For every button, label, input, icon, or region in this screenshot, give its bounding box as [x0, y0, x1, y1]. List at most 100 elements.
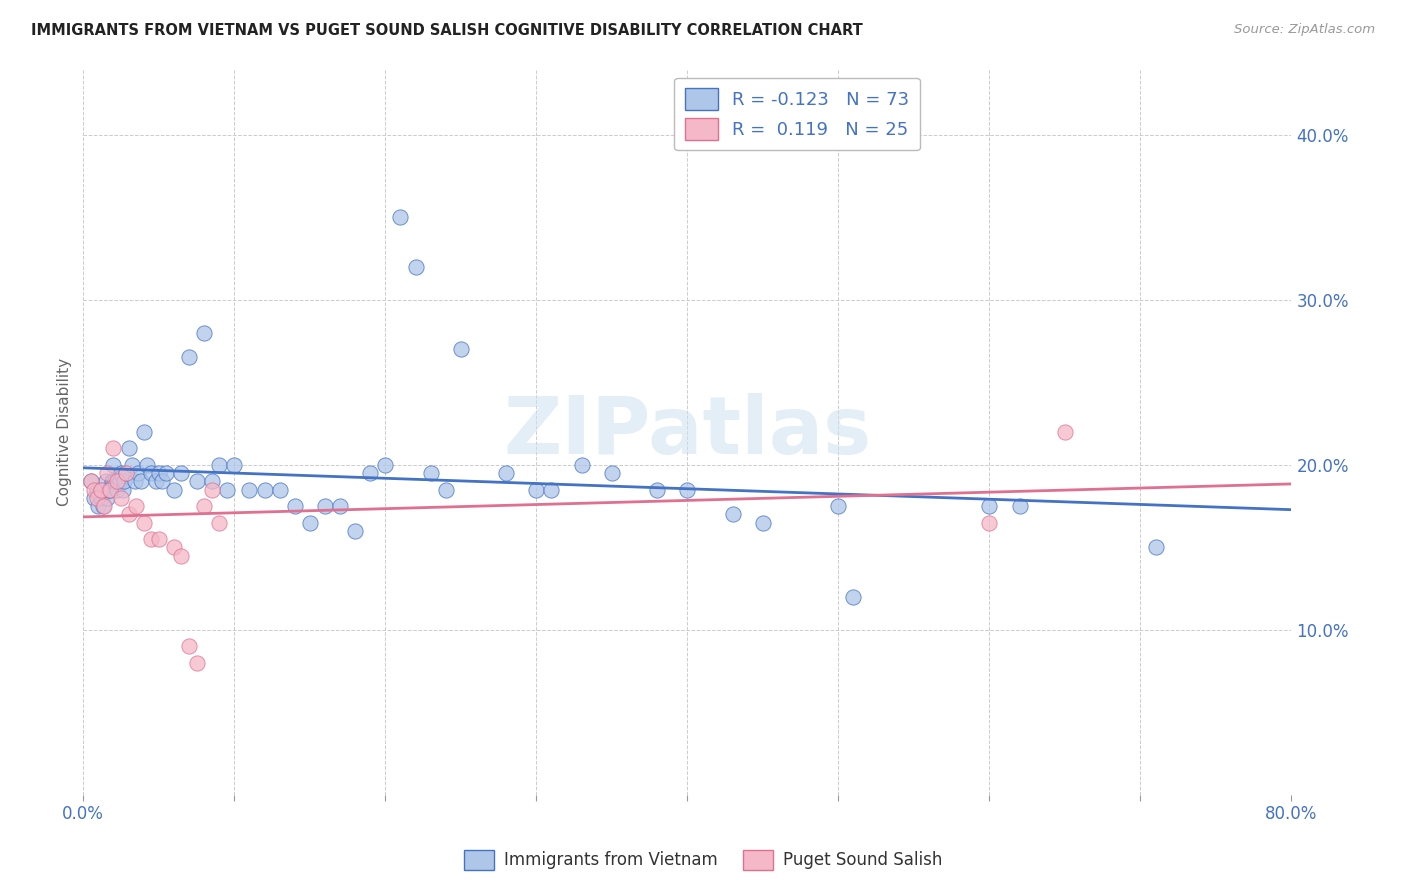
Point: [186, 475, 208, 489]
Point: [253, 483, 276, 497]
Point: [127, 466, 149, 480]
Point: [170, 549, 193, 563]
Point: [163, 483, 186, 497]
Point: [193, 326, 215, 340]
Point: [94, 475, 117, 489]
Point: [148, 466, 170, 480]
Point: [93, 483, 115, 497]
Point: [676, 483, 699, 497]
Point: [96, 491, 118, 505]
Point: [114, 466, 136, 480]
Point: [201, 475, 224, 489]
Point: [117, 508, 139, 522]
Text: IMMIGRANTS FROM VIETNAM VS PUGET SOUND SALISH COGNITIVE DISABILITY CORRELATION C: IMMIGRANTS FROM VIETNAM VS PUGET SOUND S…: [31, 23, 863, 38]
Point: [238, 483, 260, 497]
Point: [571, 458, 593, 472]
Legend: R = -0.123   N = 73, R =  0.119   N = 25: R = -0.123 N = 73, R = 0.119 N = 25: [675, 78, 920, 151]
Point: [524, 483, 547, 497]
Point: [141, 466, 163, 480]
Point: [103, 442, 125, 456]
Y-axis label: Cognitive Disability: Cognitive Disability: [58, 358, 72, 506]
Point: [193, 499, 215, 513]
Point: [103, 475, 125, 489]
Point: [201, 483, 224, 497]
Point: [105, 483, 128, 497]
Point: [979, 499, 1001, 513]
Point: [208, 458, 231, 472]
Point: [145, 475, 167, 489]
Point: [344, 524, 367, 538]
Point: [148, 532, 170, 546]
Point: [110, 491, 132, 505]
Point: [89, 483, 111, 497]
Point: [111, 483, 134, 497]
Point: [90, 483, 112, 497]
Point: [374, 458, 396, 472]
Point: [752, 516, 775, 530]
Point: [86, 491, 108, 505]
Point: [83, 483, 105, 497]
Point: [224, 458, 246, 472]
Point: [645, 483, 668, 497]
Point: [101, 475, 124, 489]
Point: [1008, 499, 1031, 513]
Point: [405, 260, 427, 274]
Point: [600, 466, 623, 480]
Point: [314, 499, 336, 513]
Point: [124, 475, 146, 489]
Point: [170, 466, 193, 480]
Point: [112, 475, 135, 489]
Point: [108, 475, 131, 489]
Point: [329, 499, 352, 513]
Point: [141, 532, 163, 546]
Point: [721, 508, 744, 522]
Point: [269, 483, 291, 497]
Point: [1144, 541, 1167, 555]
Point: [450, 343, 472, 357]
Point: [93, 499, 115, 513]
Point: [103, 458, 125, 472]
Text: Source: ZipAtlas.com: Source: ZipAtlas.com: [1234, 23, 1375, 37]
Point: [135, 458, 157, 472]
Point: [107, 475, 129, 489]
Point: [215, 483, 238, 497]
Point: [419, 466, 441, 480]
Point: [842, 590, 865, 604]
Point: [91, 499, 114, 513]
Text: ZIPatlas: ZIPatlas: [503, 392, 872, 471]
Point: [114, 466, 136, 480]
Point: [359, 466, 381, 480]
Point: [495, 466, 517, 480]
Point: [83, 491, 105, 505]
Point: [121, 458, 143, 472]
Point: [132, 516, 155, 530]
Legend: Immigrants from Vietnam, Puget Sound Salish: Immigrants from Vietnam, Puget Sound Sal…: [457, 843, 949, 877]
Point: [105, 475, 128, 489]
Point: [150, 475, 173, 489]
Point: [177, 640, 200, 654]
Point: [87, 499, 110, 513]
Point: [80, 475, 103, 489]
Point: [186, 656, 208, 670]
Point: [1053, 425, 1076, 439]
Point: [96, 466, 118, 480]
Point: [132, 425, 155, 439]
Point: [284, 499, 307, 513]
Point: [540, 483, 562, 497]
Point: [80, 475, 103, 489]
Point: [298, 516, 321, 530]
Point: [155, 466, 177, 480]
Point: [389, 210, 412, 224]
Point: [827, 499, 849, 513]
Point: [110, 466, 132, 480]
Point: [129, 475, 152, 489]
Point: [208, 516, 231, 530]
Point: [979, 516, 1001, 530]
Point: [163, 541, 186, 555]
Point: [100, 483, 122, 497]
Point: [97, 483, 120, 497]
Point: [177, 351, 200, 365]
Point: [104, 475, 127, 489]
Point: [100, 483, 122, 497]
Point: [90, 491, 112, 505]
